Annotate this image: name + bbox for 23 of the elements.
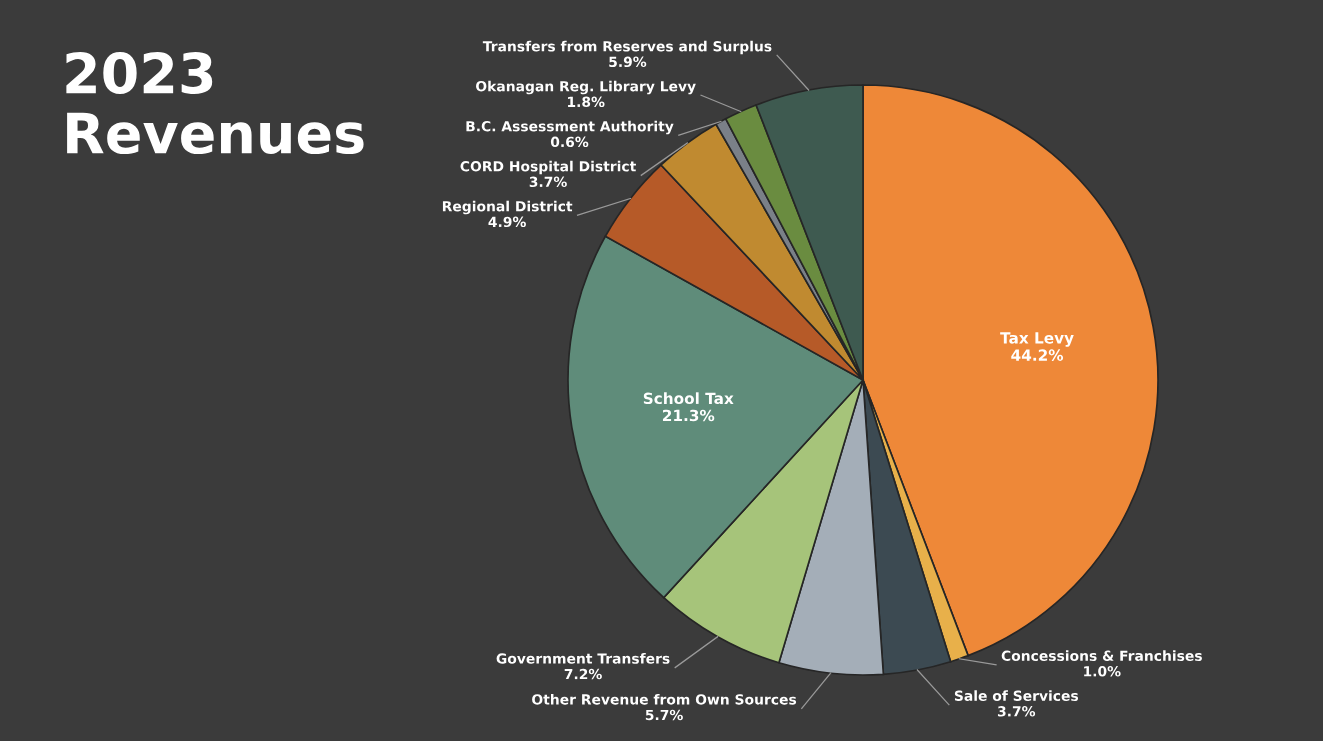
data-label: 1.0% — [1084, 666, 1121, 677]
data-label: 3.7% — [997, 706, 1036, 717]
slice-label: CORD Hospital District — [460, 160, 636, 175]
data-label: 21.3% — [662, 409, 715, 422]
data-label: 3.7% — [529, 176, 567, 188]
slice-label: B.C. Assessment Authority — [466, 120, 674, 135]
text: 2023 Revenues — [66, 51, 364, 155]
slice-label: Regional District — [442, 200, 573, 215]
data-label: 0.6% — [550, 136, 589, 148]
slice-label: Okanagan Reg. Library Levy — [476, 80, 696, 95]
data-label: 44.2% — [1011, 349, 1064, 361]
data-label: 1.8% — [568, 96, 605, 108]
data-label: 5.7% — [645, 709, 683, 721]
data-label: 7.2% — [564, 668, 602, 680]
slice-label: Concessions & Franchises — [1001, 650, 1202, 661]
data-label: 5.9% — [609, 56, 647, 68]
slice-label: Tax Levy — [1000, 332, 1074, 347]
slice-label: School Tax — [643, 392, 734, 405]
slice-label: Transfers from Reserves and Surplus — [482, 40, 772, 55]
slice-label: Government Transfers — [496, 653, 670, 664]
data-label: 4.9% — [488, 216, 526, 228]
slice-label: Sale of Services — [954, 690, 1079, 701]
slice-label: Other Revenue from Own Sources — [532, 693, 797, 705]
